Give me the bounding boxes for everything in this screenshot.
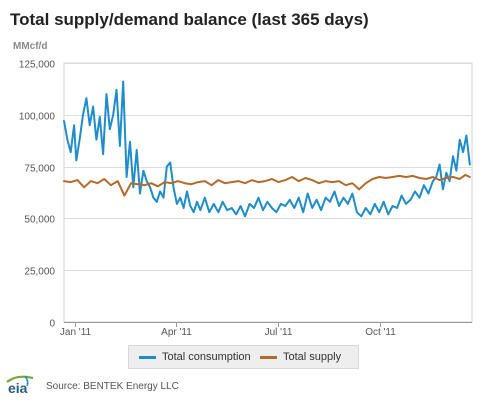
legend-item-total-supply[interactable]: Total supply (260, 346, 341, 368)
source-note: Source: BENTEK Energy LLC (46, 381, 179, 392)
legend-swatch-total-consumption (139, 355, 156, 359)
y-tick-label: 75,000 (24, 164, 55, 175)
y-axis-unit-label: MMcf/d (13, 41, 48, 52)
legend-label-total-supply: Total supply (283, 351, 342, 363)
chart-title: Total supply/demand balance (last 365 da… (10, 10, 369, 29)
legend-item-total-consumption[interactable]: Total consumption (139, 346, 251, 368)
x-tick-label: Apr '11 (161, 327, 192, 338)
svg-text:eia: eia (8, 380, 28, 396)
chart-legend: Total consumption Total supply (128, 345, 359, 369)
x-tick-label: Jul '11 (265, 327, 293, 338)
x-tick-label: Jan '11 (60, 327, 92, 338)
y-tick-label: 25,000 (24, 267, 55, 278)
y-tick-label: 100,000 (19, 112, 56, 123)
y-tick-label: 50,000 (24, 215, 55, 226)
legend-swatch-total-supply (260, 355, 277, 359)
y-tick-label: 0 (49, 319, 55, 330)
series-line-total-consumption (63, 80, 471, 218)
axis-layer (64, 322, 472, 327)
series-line-total-supply (63, 173, 471, 197)
tick-label-layer: 0 25,000 50,000 75,000 100,000 125,000 Jan '11… (19, 60, 396, 339)
y-tick-label: 125,000 (19, 60, 56, 71)
eia-logo-icon: eia (6, 375, 34, 396)
x-tick-label: Oct '11 (365, 327, 396, 338)
legend-label-total-consumption: Total consumption (162, 351, 251, 363)
eia-logo[interactable]: eia (3, 374, 43, 396)
series-layer (63, 80, 471, 218)
